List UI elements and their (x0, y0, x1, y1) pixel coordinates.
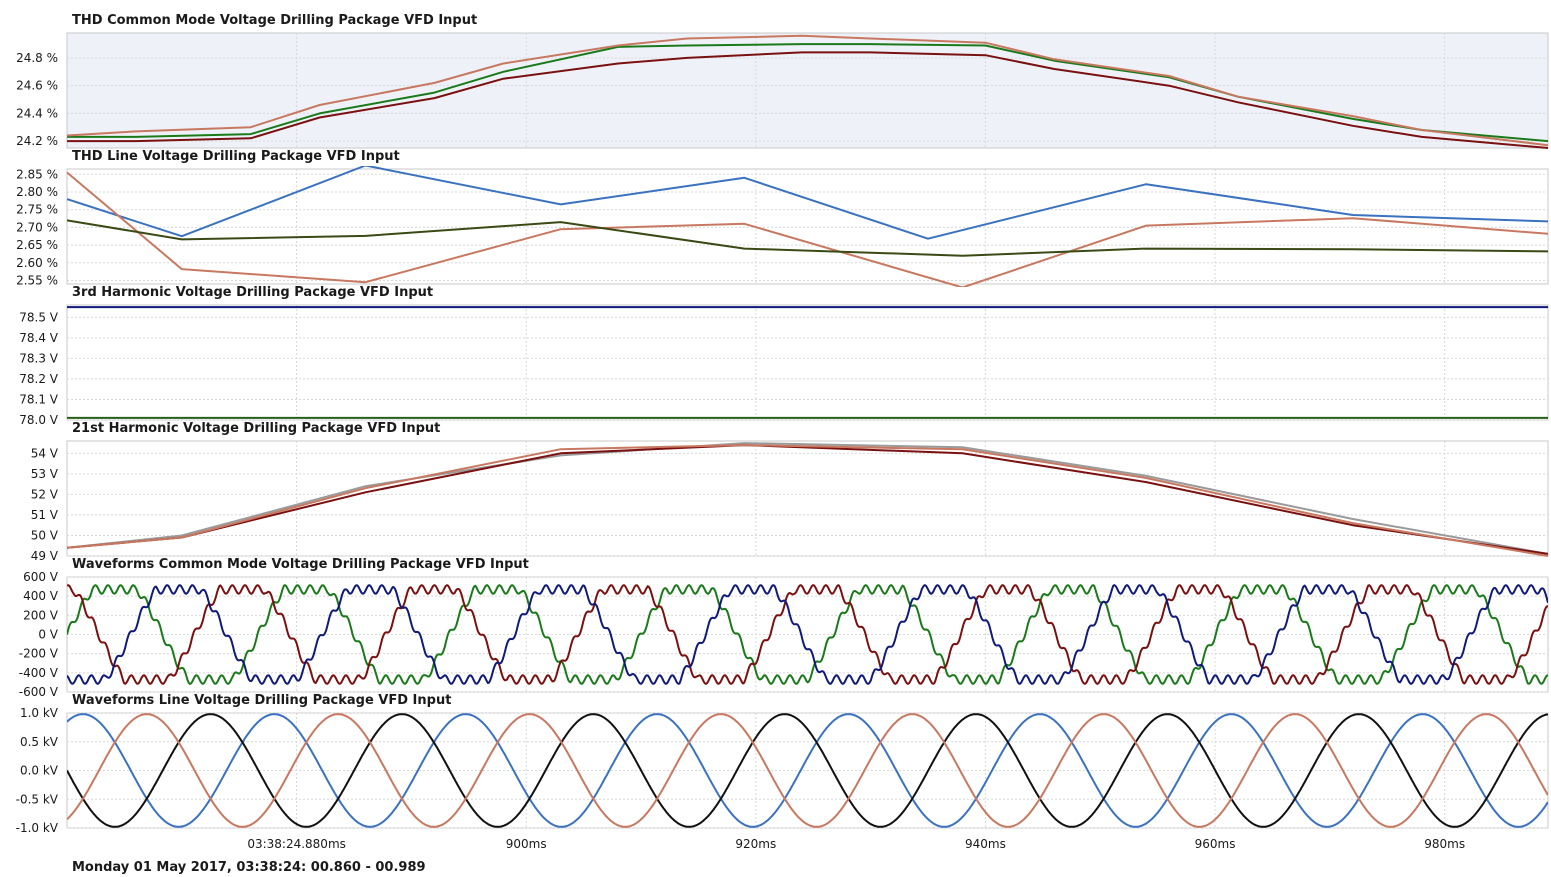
y-tick-label: 600 V (23, 570, 59, 584)
x-tick-label: 900ms (506, 837, 547, 851)
series-group (67, 166, 1548, 287)
y-tick-label: -1.0 kV (16, 821, 59, 835)
plot-area (66, 440, 1549, 557)
y-tick-label: 0.0 kV (20, 764, 59, 778)
chart-panel-2: 2.55 % 2.60 % 2.65 % 2.70 % 2.75 % 2.80 % 2.85… (16, 149, 1549, 287)
y-tick-label: 50 V (31, 528, 59, 542)
y-tick-label: 52 V (31, 487, 59, 501)
series-group (67, 584, 1548, 685)
y-tick-label: 2.55 % (16, 273, 58, 287)
series-line-darkred (67, 584, 1548, 685)
panel-title: THD Common Mode Voltage Drilling Package… (72, 13, 477, 28)
y-tick-label: 2.80 % (16, 185, 58, 199)
y-tick-label: 24.4 % (16, 106, 58, 120)
series-line-salmon (67, 34, 1548, 147)
series-group (67, 442, 1548, 557)
y-tick-label: 2.60 % (16, 256, 58, 270)
y-tick-label: 24.6 % (16, 79, 58, 93)
y-tick-label: 51 V (31, 508, 59, 522)
series-line-salmon (67, 444, 1548, 557)
y-tick-label: -0.5 kV (16, 792, 59, 806)
panel-title: THD Line Voltage Drilling Package VFD In… (72, 149, 400, 164)
y-tick-label: 49 V (31, 549, 59, 563)
series-group (67, 306, 1548, 419)
y-tick-label: 0.5 kV (20, 735, 59, 749)
panel-title: Waveforms Common Mode Voltage Drilling P… (72, 557, 529, 572)
series-line-blue (67, 166, 1548, 240)
y-tick-label: 0 V (38, 628, 58, 642)
y-tick-label: 78.0 V (19, 413, 59, 427)
chart-panel-5: -600 V -400 V -200 V 0 V 200 V 400 V 600 V Wave… (19, 557, 1549, 699)
y-tick-label: 53 V (31, 467, 59, 481)
y-tick-label: 2.75 % (16, 203, 58, 217)
chart-panel-6: -1.0 kV -0.5 kV 0.0 kV 0.5 kV 1.0 kV Waveform… (16, 693, 1549, 835)
y-tick-label: 24.8 % (16, 51, 58, 65)
series-line-darkred (67, 51, 1548, 149)
panel-title: Waveforms Line Voltage Drilling Package … (72, 693, 451, 708)
series-line-black (67, 713, 1548, 828)
y-tick-label: 24.2 % (16, 134, 58, 148)
series-line-salmon (67, 171, 1548, 287)
series-group (67, 713, 1548, 828)
y-tick-label: 2.70 % (16, 220, 58, 234)
panel-title: 3rd Harmonic Voltage Drilling Package VF… (72, 285, 433, 300)
y-tick-label: 78.2 V (19, 372, 59, 386)
y-tick-label: 78.4 V (19, 331, 59, 345)
y-tick-label: 1.0 kV (20, 706, 59, 720)
footer-timestamp: Monday 01 May 2017, 03:38:24: 00.860 - 0… (72, 860, 426, 875)
y-tick-label: 78.5 V (19, 310, 59, 324)
series-line-green (67, 584, 1548, 685)
x-tick-label: 03:38:24.880ms (247, 837, 346, 851)
series-group (67, 34, 1548, 149)
y-tick-label: 2.85 % (16, 167, 58, 181)
x-tick-label: 940ms (965, 837, 1006, 851)
x-tick-label: 980ms (1424, 837, 1465, 851)
plot-area (66, 32, 1549, 149)
y-tick-label: 400 V (23, 589, 59, 603)
x-tick-label: 920ms (735, 837, 776, 851)
series-line-olive (67, 219, 1548, 257)
x-tick-label: 960ms (1195, 837, 1236, 851)
chart-panel-4: 49 V 50 V 51 V 52 V 53 V 54 V 21st Harmonic Vo… (31, 421, 1549, 563)
y-tick-label: -400 V (19, 666, 59, 680)
y-tick-label: -200 V (19, 647, 59, 661)
y-tick-label: 200 V (23, 608, 59, 622)
series-line-blue (67, 713, 1548, 828)
y-tick-label: 78.3 V (19, 351, 59, 365)
panel-title: 21st Harmonic Voltage Drilling Package V… (72, 421, 440, 436)
y-tick-label: 2.65 % (16, 238, 58, 252)
series-line-salmon (67, 713, 1548, 828)
plot-area (66, 168, 1549, 285)
y-tick-label: 78.1 V (19, 392, 59, 406)
chart-panel-1: 24.2 % 24.4 % 24.6 % 24.8 % THD Common Mode … (16, 13, 1549, 149)
y-tick-label: 54 V (31, 446, 59, 460)
series-line-gray (67, 442, 1548, 555)
series-line-navy (67, 584, 1548, 685)
y-tick-label: -600 V (19, 685, 59, 699)
chart-panel-3: 78.0 V 78.1 V 78.2 V 78.3 V 78.4 V 78.5 V 3rd … (19, 285, 1549, 427)
plot-area (66, 304, 1549, 421)
